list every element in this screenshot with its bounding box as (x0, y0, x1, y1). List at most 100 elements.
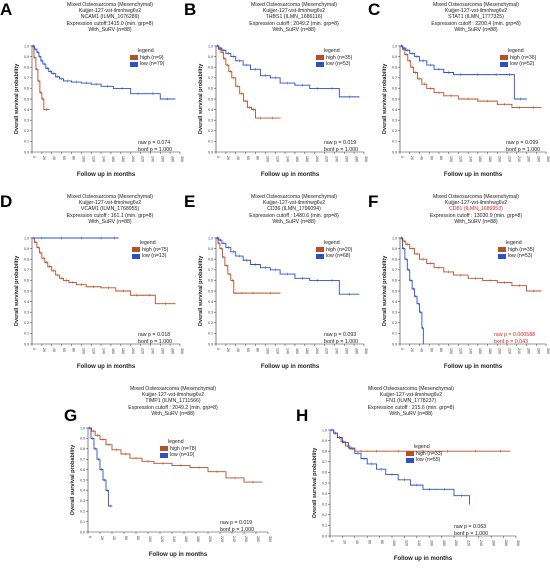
data-point (63, 80, 65, 82)
data-point (154, 303, 156, 305)
y-tick-label: 0.4 (392, 300, 397, 304)
data-point (434, 450, 436, 452)
x-tick-label: 140 (172, 536, 176, 542)
y-tick-label: 0.5 (24, 289, 29, 293)
legend-swatch (498, 253, 506, 259)
data-point (130, 294, 132, 296)
y-tick-label: 0.3 (208, 311, 213, 315)
x-tick-label: 180 (121, 156, 125, 162)
y-tick-label: 0.3 (24, 311, 29, 315)
data-point (38, 56, 40, 58)
data-point (100, 85, 102, 87)
data-point (416, 303, 418, 305)
data-point (250, 68, 251, 70)
legend-swatch (498, 247, 506, 253)
y-tick-label: 0.1 (24, 140, 29, 144)
x-tick-label: 260 (244, 536, 248, 542)
x-tick-label: 0 (400, 348, 404, 350)
x-tick-label: 180 (196, 536, 200, 542)
panel-letter: D (0, 192, 13, 211)
data-point (324, 87, 325, 89)
chart-title-line: THBS1 (ILMN_1686116) (265, 14, 323, 21)
data-point (341, 442, 343, 444)
x-tick-label: 80 (439, 348, 443, 352)
legend-title: legend (506, 240, 522, 246)
legend: legend high (n=35) low (n=53) (316, 48, 352, 68)
x-tick-label: 260 (160, 156, 164, 162)
data-point (243, 100, 245, 102)
data-point (259, 292, 261, 294)
data-point (457, 98, 459, 100)
legend-label: low (n=79) (140, 61, 165, 68)
x-tick-label: 100 (266, 348, 270, 354)
x-tick-label: 220 (141, 348, 145, 354)
data-point (401, 248, 403, 250)
data-point (511, 285, 513, 287)
data-point (71, 237, 72, 239)
x-tick-label: 300 (516, 540, 520, 546)
data-point (40, 60, 42, 62)
data-point (294, 84, 296, 86)
raw-p-value: raw p = 0.099 (506, 140, 539, 146)
panel-letter: C (368, 0, 381, 19)
y-tick-label: 0.3 (322, 503, 327, 507)
x-tick-label: 40 (52, 348, 56, 352)
data-point (261, 481, 263, 483)
x-tick-label: 240 (517, 348, 521, 354)
data-point (496, 103, 498, 105)
chart-title-line: Expression cutoff : 161.1 (min. grp=8) (66, 212, 154, 219)
x-tick-label: 60 (246, 348, 250, 352)
y-tick-label: 0.8 (24, 66, 29, 70)
x-tick-label: 140 (285, 156, 289, 162)
y-tick-label: 0.7 (322, 460, 327, 464)
y-tick-label: 0.8 (392, 66, 397, 70)
chart-title-line: With_SuRV (n=88) (389, 410, 433, 417)
data-point (174, 303, 176, 305)
legend-label: high (n=36) (510, 54, 537, 61)
data-point (405, 243, 407, 245)
x-tick-label: 180 (305, 156, 309, 162)
data-point (90, 83, 92, 85)
x-tick-label: 20 (410, 156, 414, 160)
x-axis-label: Follow up in months (393, 556, 453, 562)
legend: legend high (n=36) low (n=52) (500, 48, 536, 68)
legend-swatch (406, 457, 414, 463)
x-tick-label: 100 (449, 348, 453, 354)
x-tick-label: 260 (344, 348, 348, 354)
data-point (174, 98, 176, 100)
y-tick-label: 0.6 (392, 87, 397, 91)
data-point (207, 471, 209, 473)
survival-curve-low (32, 45, 176, 100)
data-point (230, 56, 232, 58)
data-point (402, 47, 404, 49)
x-tick-label: 40 (52, 156, 56, 160)
x-tick-label: 260 (160, 348, 164, 354)
data-point (153, 462, 155, 464)
data-point (43, 109, 45, 111)
data-point (404, 54, 406, 55)
y-tick-label: 0.9 (322, 439, 327, 443)
data-point (218, 48, 219, 50)
survival-plot: 0.0 0.1 0.2 0.3 0.4 0.5 0.6 0.7 0.8 0.9 1.0 0 20 40 60… (392, 236, 550, 354)
data-point (348, 447, 350, 449)
x-tick-label: 40 (420, 348, 424, 352)
data-point (459, 450, 461, 452)
x-tick-label: 240 (517, 156, 521, 162)
data-point (251, 109, 252, 111)
x-tick-label: 160 (295, 348, 299, 354)
y-tick-label: 0.0 (322, 534, 327, 538)
chart-title: Mixed Osteosarcoma (Mesenchymal) Kuijjer-… (406, 194, 546, 225)
data-point (443, 95, 445, 97)
chart-title-line: With_SuRV (n=88) (151, 410, 195, 417)
chart-title: Mixed Osteosarcoma (Mesenchymal) Kuijjer-… (224, 194, 364, 225)
legend-swatch (316, 61, 324, 67)
data-point (34, 48, 35, 50)
x-tick-label: 300 (268, 536, 272, 542)
raw-p-value: raw p = 0.063 (454, 524, 487, 530)
chart-title-line: Mixed Osteosarcoma (Mesenchymal) (130, 386, 216, 392)
data-point (250, 264, 251, 265)
data-point (141, 460, 143, 462)
legend-item-low: low (n=53) (498, 253, 534, 260)
x-tick-label: 260 (491, 540, 495, 546)
x-tick-label: 280 (354, 348, 358, 354)
